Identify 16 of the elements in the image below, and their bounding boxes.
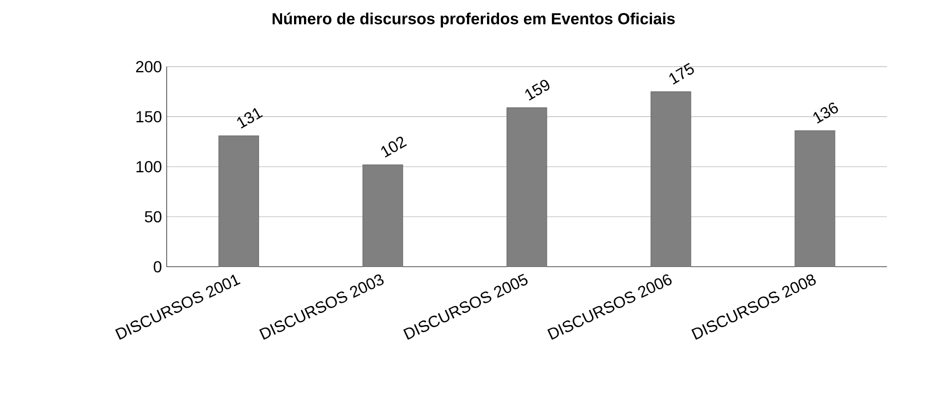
y-tick-label: 200 — [136, 61, 162, 72]
data-label: 175 — [669, 62, 694, 85]
bar — [218, 136, 260, 268]
bar — [506, 108, 548, 268]
y-tick-label: 100 — [136, 161, 162, 172]
data-label: 102 — [381, 136, 407, 158]
data-label: 136 — [813, 102, 838, 124]
bar — [362, 164, 404, 268]
y-tick-label: 150 — [136, 111, 162, 122]
y-tick-label: 0 — [154, 261, 162, 272]
data-label: 159 — [525, 80, 550, 101]
bar — [794, 130, 836, 268]
chart-title: Número de discursos proferidos em Eventos Oficiais — [272, 12, 675, 28]
y-tick-label: 50 — [144, 211, 162, 222]
bar — [650, 92, 692, 268]
data-label: 131 — [237, 108, 263, 129]
